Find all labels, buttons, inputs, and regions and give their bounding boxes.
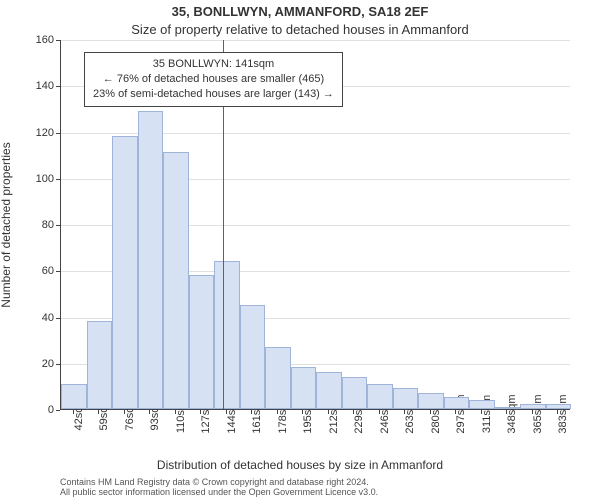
y-tick-mark <box>56 40 60 41</box>
bar <box>291 367 317 409</box>
bar <box>393 388 419 409</box>
y-tick-mark <box>56 364 60 365</box>
y-tick-label: 120 <box>24 127 54 139</box>
bar <box>61 384 87 409</box>
y-tick-mark <box>56 271 60 272</box>
y-tick-label: 60 <box>24 265 54 277</box>
y-tick-label: 160 <box>24 34 54 46</box>
bar <box>240 305 266 409</box>
bar <box>444 397 470 409</box>
bar <box>367 384 393 409</box>
bar <box>138 111 164 409</box>
bar <box>316 372 342 409</box>
y-tick-label: 0 <box>24 404 54 416</box>
y-tick-mark <box>56 133 60 134</box>
y-tick-mark <box>56 225 60 226</box>
y-tick-label: 140 <box>24 80 54 92</box>
bar <box>112 136 138 409</box>
bar <box>87 321 113 409</box>
bar <box>495 407 521 409</box>
attribution-text: Contains HM Land Registry data © Crown c… <box>60 478 378 498</box>
y-tick-label: 20 <box>24 358 54 370</box>
y-tick-label: 100 <box>24 173 54 185</box>
x-axis-label: Distribution of detached houses by size … <box>0 458 600 472</box>
bar <box>163 152 189 409</box>
bar <box>469 400 495 409</box>
bar <box>520 404 546 409</box>
y-tick-label: 40 <box>24 312 54 324</box>
annotation-line-2: ← 76% of detached houses are smaller (46… <box>93 72 334 87</box>
y-tick-mark <box>56 410 60 411</box>
super-title: 35, BONLLWYN, AMMANFORD, SA18 2EF <box>0 4 600 19</box>
y-axis-label: Number of detached properties <box>0 142 13 307</box>
bar <box>189 275 215 409</box>
y-tick-label: 80 <box>24 219 54 231</box>
annotation-line-3: 23% of semi-detached houses are larger (… <box>93 87 334 102</box>
bar <box>214 261 240 409</box>
annotation-line-1: 35 BONLLWYN: 141sqm <box>93 57 334 72</box>
marker-annotation: 35 BONLLWYN: 141sqm ← 76% of detached ho… <box>84 52 343 107</box>
bar <box>546 404 572 409</box>
y-tick-mark <box>56 179 60 180</box>
y-tick-mark <box>56 318 60 319</box>
y-tick-mark <box>56 86 60 87</box>
bar <box>265 347 291 409</box>
bar <box>418 393 444 409</box>
bar <box>342 377 368 409</box>
chart-title: Size of property relative to detached ho… <box>0 22 600 37</box>
